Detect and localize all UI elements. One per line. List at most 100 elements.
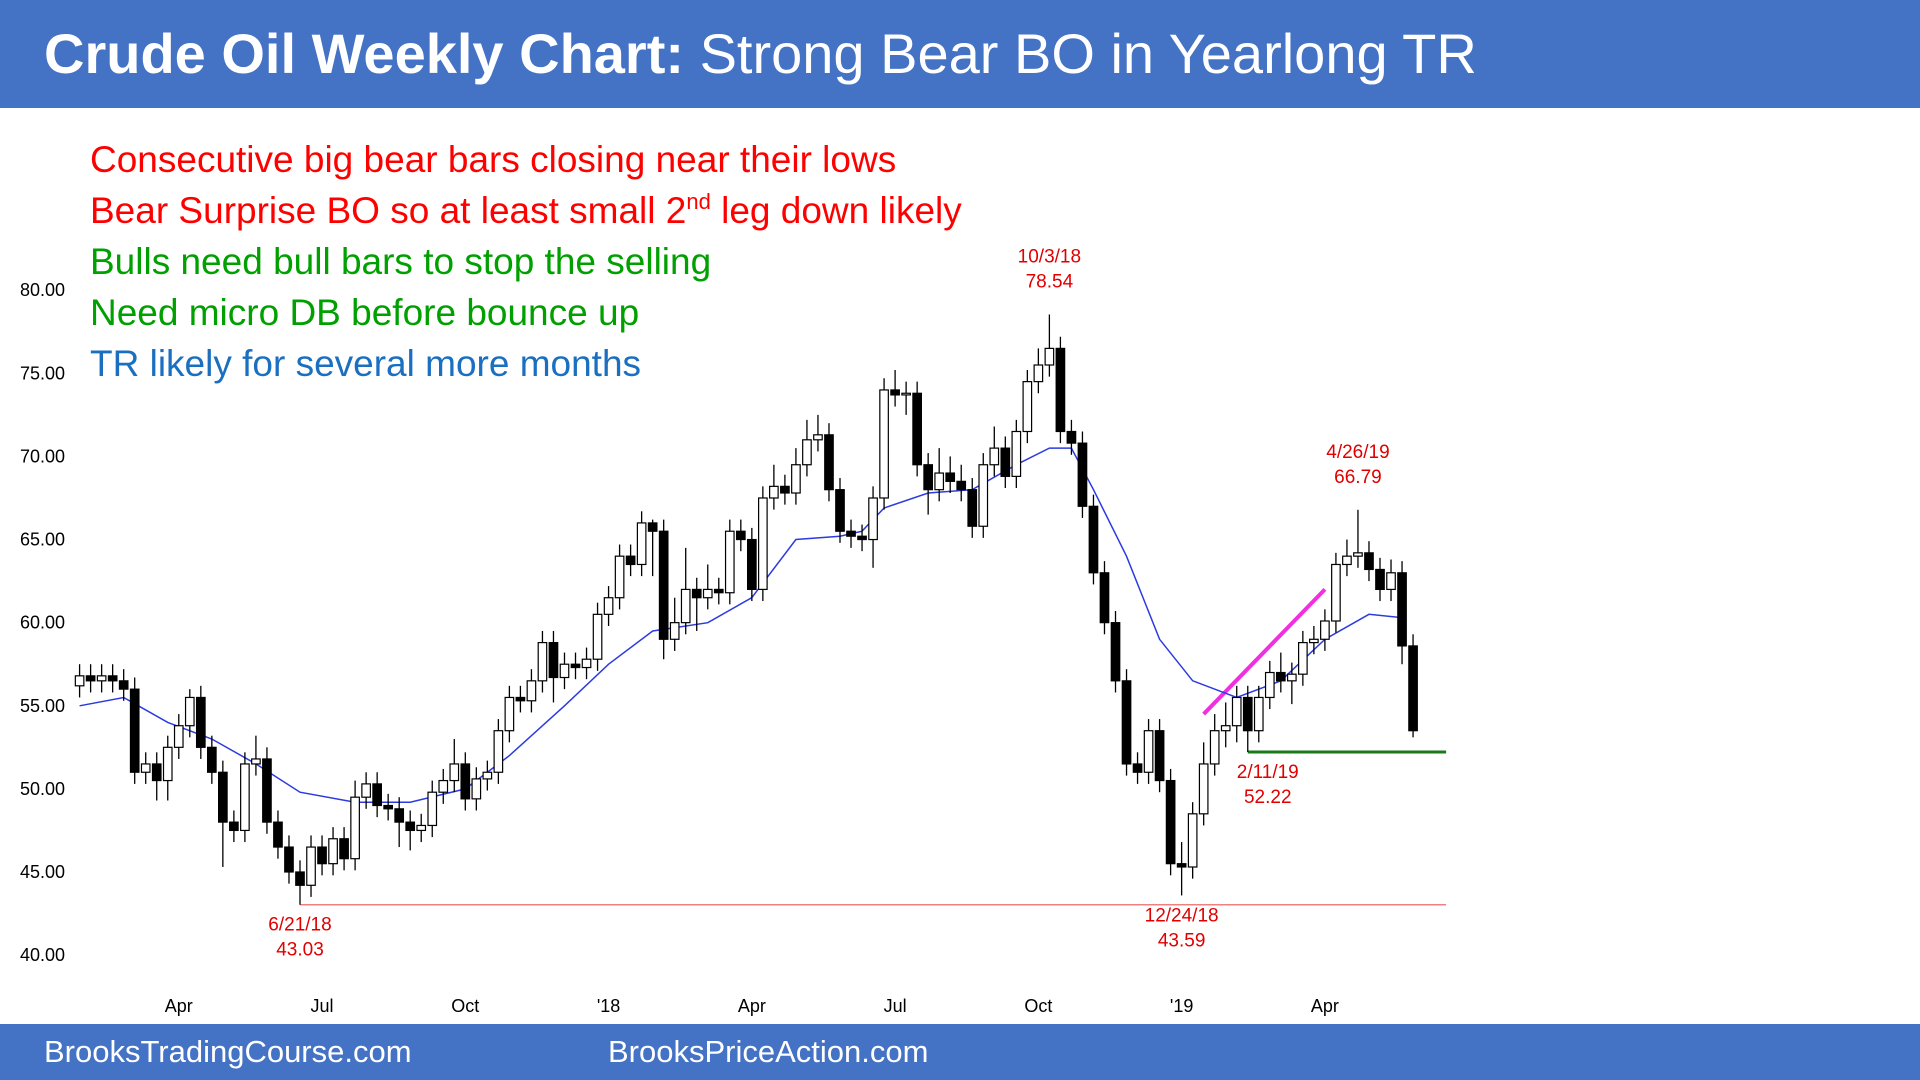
candle-body [405,821,416,832]
candle-body [691,588,702,599]
candle-body [526,680,537,702]
y-tick-label: 45.00 [20,862,65,882]
annotation-date: 12/24/18 [1145,905,1219,926]
candle-body [967,489,978,527]
footer-right: BrooksPriceAction.com [608,1034,929,1069]
candle-body [890,389,900,396]
y-tick-label: 80.00 [20,280,65,300]
note-text: Bear Surprise BO so at least small 2 [90,190,687,231]
note: Bulls need bull bars to stop the selling [90,236,962,287]
annotation-price: 43.59 [1158,930,1206,951]
candle-body [713,588,724,594]
candle-body [96,675,107,682]
note-text: TR likely for several more months [90,343,642,384]
candle-body [350,796,360,860]
candle-body [1331,563,1341,622]
note: Bear Surprise BO so at least small 2nd l… [90,185,962,236]
candle-body [647,522,658,532]
candle-body [438,779,449,793]
candle-body [758,497,768,591]
candle-body [262,758,272,823]
candle-body [1364,552,1374,571]
candle-body [1121,680,1132,765]
candle-body [1320,620,1330,640]
candle-body [1198,763,1209,815]
candle-body [240,763,250,832]
candle-body [107,675,118,682]
x-tick-label: Oct [1024,996,1052,1016]
candle-body [923,464,934,491]
candle-body [1275,671,1286,682]
annotation-date: 10/3/18 [1018,246,1081,267]
candle-body [1286,673,1297,682]
x-tick-label: Apr [738,996,766,1016]
note: TR likely for several more months [90,338,962,389]
chart: 40.00 45.00 50.00 55.00 60.00 65.00 70.00 75.00… [20,246,1447,1016]
candle-body [879,389,889,499]
candle-body [427,791,438,827]
candle-body [1353,552,1363,557]
candle-body [868,497,878,541]
candle-body [680,588,691,624]
candle-body [1309,638,1319,644]
note: Consecutive big bear bars closing near t… [90,134,962,185]
candle-body [669,622,680,640]
candle-body [195,696,206,748]
y-tick-label: 55.00 [20,696,65,716]
candle-body [989,447,1000,466]
candle-body [1066,430,1077,444]
candle-body [724,530,735,594]
candle-body [1375,568,1385,591]
candle-body [1132,763,1143,773]
candle-body [1342,555,1352,566]
candle-body [791,464,801,494]
x-tick-label: '18 [597,996,620,1016]
candle-body [306,846,316,886]
candle-body [636,522,647,566]
candle-body [416,824,427,832]
candle-body [1253,696,1264,732]
candle-body [184,696,195,727]
candle-body [273,821,283,848]
candle-body [449,763,460,782]
title-bold: Crude Oil Weekly Chart: [44,22,685,85]
candle-body [372,783,382,807]
candle-body [1154,730,1165,782]
candle-body [1231,696,1242,727]
annotation-date: 6/21/18 [268,915,331,936]
candle-body [1220,725,1231,732]
candle-body [118,680,129,690]
candle-body [361,783,371,798]
note-superscript: nd [686,189,711,214]
candle-body [702,588,713,599]
candle-body [581,658,592,669]
annotation-date: 2/11/19 [1237,762,1299,783]
candle-body [1298,641,1308,675]
candle-body [482,771,493,780]
candle-body [218,771,228,823]
header: Crude Oil Weekly Chart: Strong Bear BO i… [0,0,1920,108]
candle-body [1209,730,1220,765]
candle-body [846,530,856,537]
candle-body [857,535,867,541]
candle-body [85,675,96,682]
candle-body [383,804,394,810]
candle-body [1011,430,1022,477]
candle-body [1077,442,1088,507]
candle-body [537,641,548,682]
candle-body [460,763,471,800]
candle-body [1397,572,1407,647]
note-text: Bulls need bull bars to stop the selling [90,241,712,282]
x-tick-label: Jul [884,996,907,1016]
candle-body [1386,572,1396,591]
candle-body [515,696,526,702]
notes: Consecutive big bear bars closing near t… [90,134,962,389]
y-tick-label: 60.00 [20,613,65,633]
candle-body [493,730,504,773]
candle-body [394,808,405,823]
candle-body [548,641,559,679]
candle-body [901,392,911,396]
candle-body [625,555,636,566]
y-tick-label: 65.00 [20,530,65,550]
candle-body [1187,813,1198,868]
